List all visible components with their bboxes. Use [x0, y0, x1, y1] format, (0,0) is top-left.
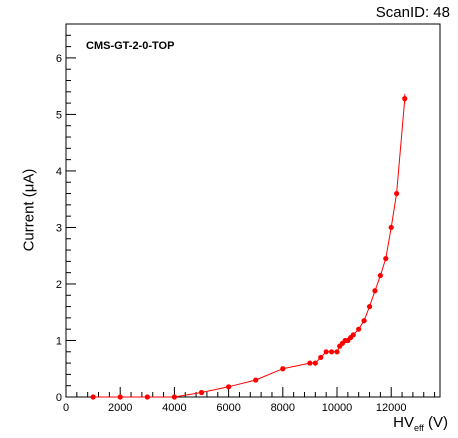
x-tick-label: 8000	[271, 402, 295, 414]
data-point	[280, 366, 286, 372]
data-point	[226, 384, 232, 390]
series-line	[93, 98, 406, 398]
x-tick-label: 0	[63, 402, 69, 414]
y-tick-label: 3	[56, 222, 62, 234]
y-tick-label: 5	[56, 109, 62, 121]
data-point	[377, 272, 383, 279]
data-point	[328, 349, 335, 355]
data-point	[318, 354, 324, 361]
data-point	[90, 394, 96, 400]
data-point	[144, 394, 150, 400]
data-point	[312, 360, 318, 366]
x-tick-label: 2000	[108, 402, 132, 414]
x-tick-label: 12000	[376, 402, 407, 414]
y-tick-label: 4	[56, 166, 62, 178]
y-tick-label: 2	[56, 279, 62, 291]
data-point	[117, 394, 123, 400]
plot-frame	[65, 23, 441, 398]
x-tick-label: 6000	[216, 402, 240, 414]
x-axis-label-main: HV	[393, 414, 414, 431]
data-point	[323, 349, 329, 355]
data-point	[350, 332, 356, 338]
y-tick-label: 0	[56, 392, 62, 404]
data-point	[361, 318, 367, 324]
chart-title: CMS-GT-2-0-TOP	[86, 40, 175, 52]
y-tick-label: 6	[56, 53, 62, 65]
data-point	[253, 377, 259, 383]
data-point	[307, 360, 313, 366]
series-points	[90, 94, 408, 400]
data-point	[383, 255, 389, 262]
data-point	[198, 389, 205, 396]
x-axis-label: HVeff (V)	[393, 414, 448, 433]
x-tick-label: 4000	[162, 402, 186, 414]
x-axis-label-unit: (V)	[428, 414, 448, 431]
x-tick-label: 10000	[322, 402, 353, 414]
plot-border	[65, 23, 441, 398]
data-point	[334, 349, 340, 355]
x-axis-label-sub: eff	[413, 423, 424, 433]
data-point	[366, 303, 373, 310]
data-point	[171, 394, 178, 400]
data-point	[388, 224, 394, 231]
series-polyline	[93, 98, 406, 398]
y-axis-label: Current (μA)	[20, 168, 38, 252]
scan-id-label: ScanID: 48	[375, 4, 450, 21]
data-point	[356, 326, 362, 332]
axis-ticks: 0 2000 4000 6000 8000 10000 12000 0 1 2 3 4 5 6	[56, 34, 436, 414]
data-point	[394, 190, 400, 197]
y-tick-label: 1	[56, 335, 62, 347]
data-point	[372, 288, 378, 294]
